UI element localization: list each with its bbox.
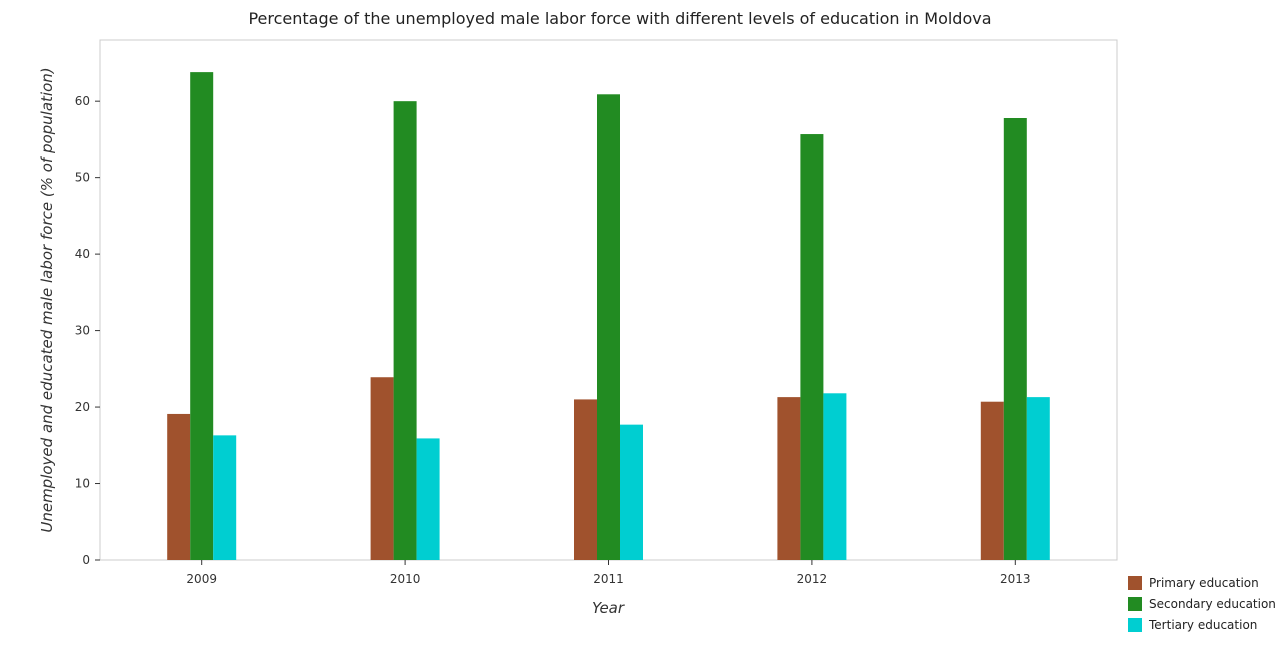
bar (167, 413, 191, 560)
legend-label: Primary education (1149, 576, 1259, 590)
bar (777, 397, 801, 560)
bar (416, 438, 440, 560)
bar (213, 435, 237, 560)
bar (800, 134, 824, 560)
y-tick-label: 40 (75, 247, 90, 261)
y-tick-label: 20 (75, 400, 90, 414)
y-axis: 0 10 20 30 40 50 60 (75, 94, 100, 567)
bar (370, 377, 394, 560)
y-tick-label: 0 (82, 553, 90, 567)
legend-label: Tertiary education (1148, 618, 1257, 632)
bar (823, 393, 847, 560)
y-axis-title: Unemployed and educated male labor force… (38, 67, 56, 532)
bar (620, 424, 643, 560)
bars-group (167, 72, 1050, 561)
legend-label: Secondary education (1149, 597, 1275, 611)
legend: Primary education Secondary education Tert… (1128, 576, 1275, 632)
x-tick-label: 2011 (593, 572, 624, 586)
legend-swatch (1128, 618, 1142, 632)
y-tick-label: 10 (75, 477, 90, 491)
x-axis-title: Year (592, 599, 625, 617)
bar (980, 401, 1004, 560)
bar (1026, 397, 1050, 560)
bar (190, 72, 214, 560)
x-tick-label: 2013 (1000, 572, 1031, 586)
legend-swatch (1128, 597, 1142, 611)
x-axis: 2009 2010 2011 2012 2013 (186, 560, 1031, 586)
bar (1003, 118, 1027, 560)
y-tick-label: 60 (75, 94, 90, 108)
bar (393, 101, 417, 561)
bar (597, 94, 620, 560)
x-tick-label: 2009 (186, 572, 217, 586)
legend-swatch (1128, 576, 1142, 590)
y-tick-label: 50 (75, 171, 90, 185)
y-tick-label: 30 (75, 324, 90, 338)
x-tick-label: 2012 (797, 572, 828, 586)
chart-title: Percentage of the unemployed male labor … (248, 9, 991, 28)
x-tick-label: 2010 (390, 572, 421, 586)
bar (574, 399, 597, 560)
